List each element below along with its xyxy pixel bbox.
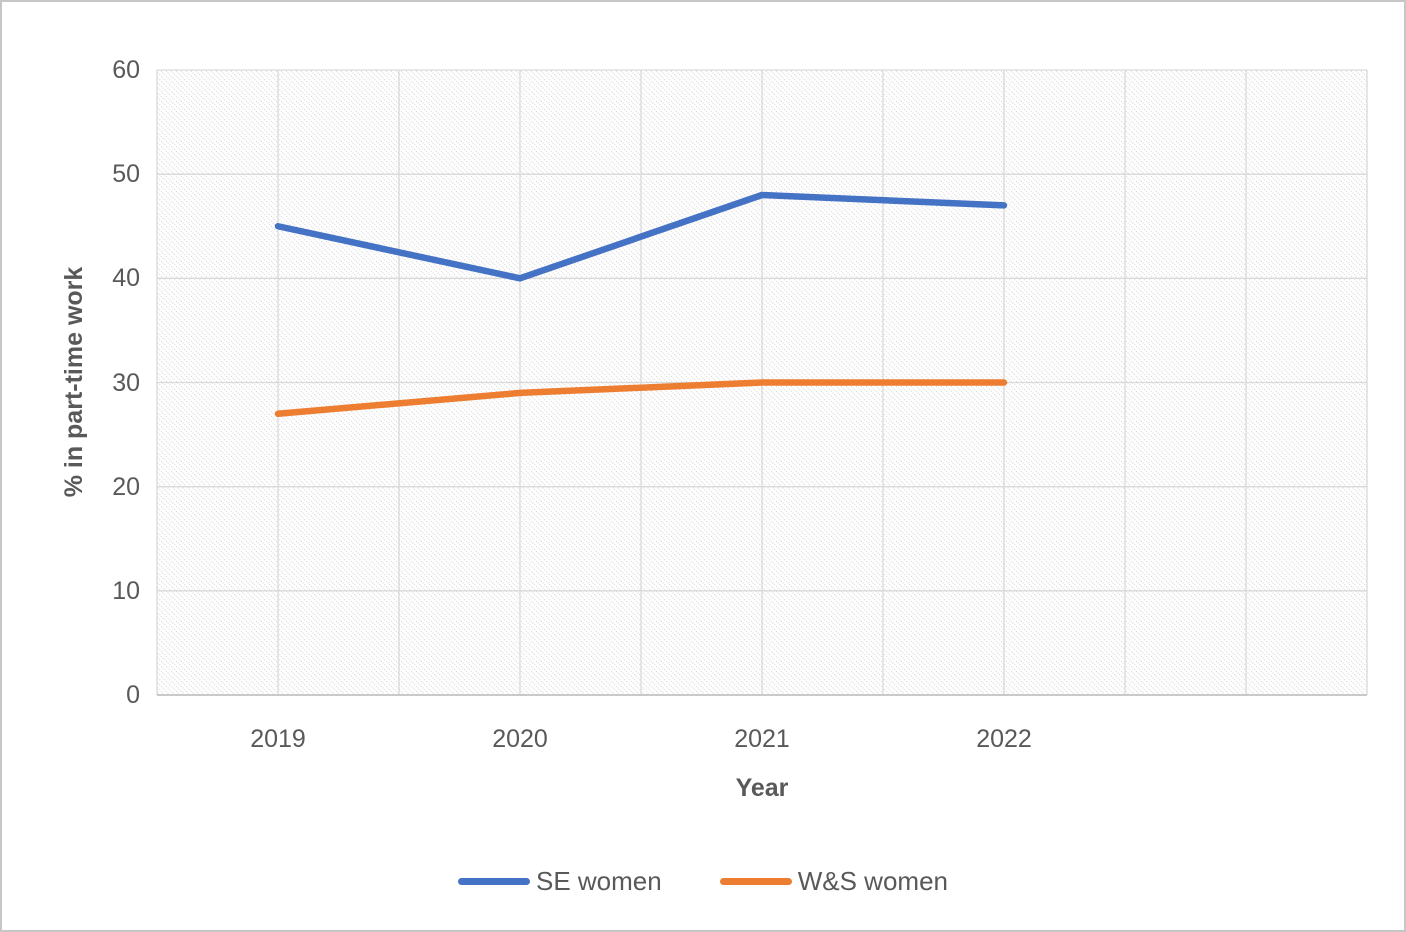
y-axis-title: % in part-time work [60, 266, 88, 498]
legend-line-swatch [458, 877, 530, 885]
legend: SE women W&S women [2, 864, 1404, 898]
x-axis-title: Year [735, 774, 789, 802]
y-tick-label: 40 [112, 264, 140, 293]
y-tick-label: 0 [126, 681, 140, 709]
legend-label: SE women [536, 866, 662, 896]
x-tick-label: 2022 [976, 725, 1032, 753]
y-tick-label: 20 [112, 472, 140, 501]
y-tick-label: 50 [112, 160, 140, 189]
x-tick-label: 2021 [734, 725, 790, 753]
legend-item-se-women: SE women [458, 864, 662, 898]
series-line-w-s-women [274, 379, 1008, 417]
legend-label: W&S women [797, 866, 948, 896]
legend-item-w-s-women: W&S women [719, 864, 948, 898]
series-line-se-women [274, 191, 1008, 282]
y-tick-label: 10 [112, 576, 140, 605]
x-tick-label: 2020 [492, 725, 548, 753]
y-tick-label: 60 [112, 56, 140, 84]
x-tick-label: 2019 [250, 725, 306, 753]
legend-line-swatch [719, 877, 792, 885]
y-tick-label: 30 [112, 368, 140, 397]
